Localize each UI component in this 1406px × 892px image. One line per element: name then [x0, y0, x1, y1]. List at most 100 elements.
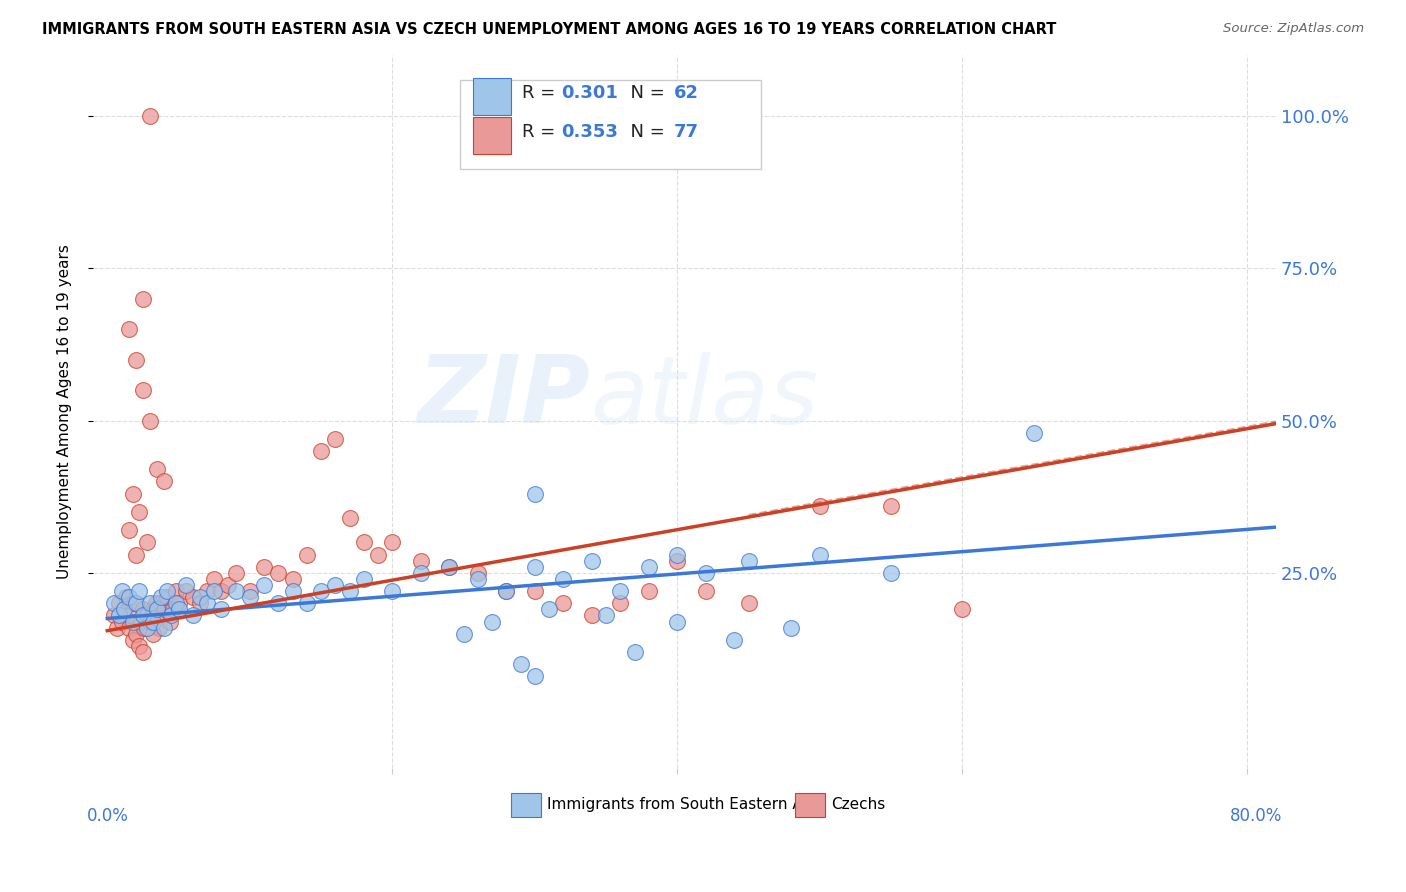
Point	[167, 602, 190, 616]
Point	[737, 554, 759, 568]
Point	[209, 584, 232, 599]
Point	[122, 486, 145, 500]
Point	[281, 572, 304, 586]
Point	[339, 511, 361, 525]
Point	[103, 608, 125, 623]
FancyBboxPatch shape	[510, 793, 541, 817]
Point	[253, 559, 276, 574]
Point	[150, 596, 173, 610]
Point	[880, 566, 903, 580]
Point	[695, 566, 717, 580]
Point	[381, 535, 404, 549]
Point	[132, 608, 155, 623]
Point	[122, 632, 145, 647]
Point	[239, 584, 262, 599]
Point	[467, 572, 489, 586]
Point	[181, 608, 204, 623]
FancyBboxPatch shape	[472, 78, 510, 115]
Point	[495, 584, 517, 599]
Point	[174, 584, 197, 599]
Point	[267, 596, 290, 610]
Point	[523, 486, 546, 500]
Point	[880, 499, 903, 513]
Point	[523, 584, 546, 599]
Text: ZIP: ZIP	[418, 351, 591, 443]
Point	[666, 615, 689, 629]
Point	[453, 626, 475, 640]
Point	[165, 596, 187, 610]
Point	[495, 584, 517, 599]
Text: N =: N =	[620, 84, 671, 102]
Point	[188, 596, 211, 610]
Point	[609, 596, 631, 610]
Point	[581, 608, 603, 623]
Text: atlas: atlas	[591, 351, 818, 442]
Point	[281, 584, 304, 599]
Point	[595, 608, 617, 623]
Point	[153, 621, 176, 635]
Point	[139, 615, 162, 629]
Point	[153, 602, 176, 616]
Point	[309, 584, 332, 599]
Y-axis label: Unemployment Among Ages 16 to 19 years: Unemployment Among Ages 16 to 19 years	[58, 244, 72, 579]
Point	[666, 548, 689, 562]
Point	[156, 584, 179, 599]
Point	[367, 548, 389, 562]
FancyBboxPatch shape	[794, 793, 825, 817]
Point	[481, 615, 503, 629]
Point	[145, 596, 167, 610]
Point	[132, 383, 155, 397]
Text: IMMIGRANTS FROM SOUTH EASTERN ASIA VS CZECH UNEMPLOYMENT AMONG AGES 16 TO 19 YEA: IMMIGRANTS FROM SOUTH EASTERN ASIA VS CZ…	[42, 22, 1056, 37]
Point	[136, 621, 159, 635]
Point	[146, 608, 169, 623]
Point	[122, 615, 145, 629]
Point	[107, 596, 129, 610]
FancyBboxPatch shape	[472, 117, 510, 154]
Point	[267, 566, 290, 580]
Point	[112, 602, 135, 616]
Point	[128, 584, 150, 599]
Point	[217, 578, 239, 592]
Text: R =: R =	[523, 84, 561, 102]
Point	[553, 572, 575, 586]
Text: Source: ZipAtlas.com: Source: ZipAtlas.com	[1223, 22, 1364, 36]
Point	[139, 596, 162, 610]
Text: 77: 77	[673, 123, 699, 141]
Text: Czechs: Czechs	[831, 797, 886, 813]
Point	[253, 578, 276, 592]
Text: 62: 62	[673, 84, 699, 102]
Point	[105, 621, 128, 635]
FancyBboxPatch shape	[460, 80, 762, 169]
Point	[202, 572, 225, 586]
Point	[181, 590, 204, 604]
Point	[128, 505, 150, 519]
Point	[146, 602, 169, 616]
Point	[174, 578, 197, 592]
Point	[136, 535, 159, 549]
Text: 0.0%: 0.0%	[87, 807, 129, 825]
Point	[295, 596, 318, 610]
Point	[153, 475, 176, 489]
Point	[239, 590, 262, 604]
Point	[110, 615, 132, 629]
Point	[553, 596, 575, 610]
Point	[165, 584, 187, 599]
Point	[146, 462, 169, 476]
Point	[467, 566, 489, 580]
Text: 0.353: 0.353	[561, 123, 619, 141]
Point	[124, 596, 146, 610]
Point	[409, 566, 432, 580]
Point	[128, 639, 150, 653]
Point	[162, 602, 184, 616]
Point	[509, 657, 531, 672]
Text: N =: N =	[620, 123, 671, 141]
Point	[117, 523, 139, 537]
Point	[581, 554, 603, 568]
Point	[609, 584, 631, 599]
Point	[381, 584, 404, 599]
Point	[353, 535, 375, 549]
Point	[195, 584, 218, 599]
Point	[112, 602, 135, 616]
Point	[952, 602, 974, 616]
Point	[132, 602, 155, 616]
